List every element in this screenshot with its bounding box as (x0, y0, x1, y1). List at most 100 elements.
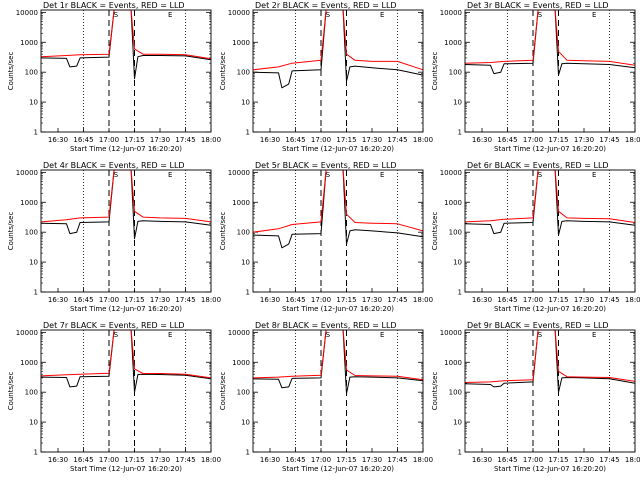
plot-frame (40, 169, 212, 293)
end-marker-label: E (380, 331, 384, 339)
panel-title: Det 9r BLACK = Events, RED = LLD (467, 321, 609, 330)
x-tick-label: 17:30 (362, 136, 382, 144)
y-tick-label: 10000 (440, 9, 462, 17)
x-tick-label: 17:30 (362, 456, 382, 464)
y-tick-label: 1 (458, 289, 462, 297)
y-tick-label: 1000 (444, 39, 462, 47)
end-marker-label: E (380, 11, 384, 19)
x-tick-label: 16:45 (73, 456, 93, 464)
y-tick-label: 100 (449, 69, 462, 77)
x-tick-label: 17:00 (523, 456, 543, 464)
x-tick-label: 17:45 (387, 136, 407, 144)
x-tick-label: 17:45 (599, 456, 619, 464)
x-tick-label: 17:15 (336, 136, 356, 144)
y-tick-label: 100 (25, 229, 38, 237)
y-tick-label: 100 (449, 389, 462, 397)
x-tick-label: 16:45 (497, 456, 517, 464)
x-tick-label: 16:45 (285, 456, 305, 464)
x-tick-label: 17:45 (387, 296, 407, 304)
y-tick-label: 1 (458, 449, 462, 457)
x-tick-label: 16:45 (73, 136, 93, 144)
x-tick-label: 17:30 (574, 456, 594, 464)
start-marker-label: S (538, 171, 543, 179)
x-tick-label: 17:15 (336, 456, 356, 464)
end-marker-label: E (592, 171, 596, 179)
x-tick-label: 17:15 (124, 296, 144, 304)
x-tick-label: 17:30 (150, 296, 170, 304)
start-marker-label: S (326, 331, 331, 339)
x-tick-label: 16:30 (472, 136, 492, 144)
y-axis-label: Counts/sec (431, 52, 439, 91)
y-tick-label: 10 (29, 419, 38, 427)
x-tick-label: 16:30 (260, 136, 280, 144)
x-tick-label: 16:30 (472, 456, 492, 464)
x-axis-label: Start Time (12-Jun-07 16:20:20) (494, 305, 606, 313)
x-axis-label: Start Time (12-Jun-07 16:20:20) (70, 305, 182, 313)
x-tick-label: 18:00 (201, 136, 221, 144)
x-tick-label: 17:15 (548, 136, 568, 144)
y-tick-label: 10000 (440, 169, 462, 177)
plot-frame (40, 329, 212, 453)
y-tick-label: 1 (246, 449, 250, 457)
x-tick-label: 17:30 (362, 296, 382, 304)
detector-panel: Det 9r BLACK = Events, RED = LLD 1 10 100 10… (431, 321, 640, 473)
y-tick-label: 10 (453, 259, 462, 267)
x-tick-label: 17:45 (175, 296, 195, 304)
lld-series-line (40, 329, 212, 379)
detector-panel: Det 5r BLACK = Events, RED = LLD 1 10 100 10… (219, 161, 433, 313)
x-tick-label: 16:30 (260, 296, 280, 304)
y-tick-label: 1 (34, 449, 38, 457)
x-tick-label: 16:30 (48, 456, 68, 464)
y-tick-label: 10000 (440, 329, 462, 337)
lld-series-line (40, 169, 212, 223)
x-tick-label: 17:45 (175, 456, 195, 464)
x-tick-label: 16:30 (48, 296, 68, 304)
x-tick-label: 17:15 (336, 296, 356, 304)
y-tick-label: 10000 (228, 329, 250, 337)
panel-title: Det 3r BLACK = Events, RED = LLD (467, 1, 609, 10)
end-marker-label: E (592, 331, 596, 339)
lld-series-line (252, 9, 424, 71)
y-axis-label: Counts/sec (219, 372, 227, 411)
panel-title: Det 1r BLACK = Events, RED = LLD (43, 1, 185, 10)
x-axis-label: Start Time (12-Jun-07 16:20:20) (282, 145, 394, 153)
x-axis-label: Start Time (12-Jun-07 16:20:20) (494, 145, 606, 153)
detector-panel: Det 7r BLACK = Events, RED = LLD 1 10 100 10… (7, 321, 221, 473)
x-tick-label: 18:00 (201, 296, 221, 304)
y-tick-label: 1000 (232, 199, 250, 207)
x-tick-label: 16:30 (472, 296, 492, 304)
x-tick-label: 18:00 (625, 136, 640, 144)
end-marker-label: E (168, 171, 172, 179)
x-tick-label: 17:30 (574, 136, 594, 144)
y-tick-label: 10000 (16, 329, 38, 337)
y-tick-label: 1000 (444, 359, 462, 367)
lld-series-line (464, 329, 636, 383)
y-tick-label: 10000 (228, 9, 250, 17)
y-tick-label: 1000 (232, 39, 250, 47)
detector-panel: Det 1r BLACK = Events, RED = LLD 1 10 100 10… (7, 1, 221, 153)
start-marker-label: S (114, 11, 119, 19)
x-tick-label: 16:30 (48, 136, 68, 144)
x-tick-label: 18:00 (413, 296, 433, 304)
y-tick-label: 10000 (228, 169, 250, 177)
plot-frame (40, 9, 212, 133)
x-axis-label: Start Time (12-Jun-07 16:20:20) (494, 465, 606, 473)
start-marker-label: S (114, 171, 119, 179)
x-tick-label: 17:00 (99, 456, 119, 464)
y-tick-label: 100 (449, 229, 462, 237)
x-tick-label: 18:00 (413, 136, 433, 144)
y-tick-label: 1000 (232, 359, 250, 367)
y-tick-label: 1 (34, 129, 38, 137)
x-tick-label: 16:45 (285, 296, 305, 304)
x-tick-label: 16:30 (260, 456, 280, 464)
x-tick-label: 17:30 (574, 296, 594, 304)
start-marker-label: S (326, 171, 331, 179)
x-tick-label: 17:00 (99, 296, 119, 304)
x-tick-label: 18:00 (625, 456, 640, 464)
y-tick-label: 1 (246, 289, 250, 297)
y-axis-label: Counts/sec (219, 212, 227, 251)
y-tick-label: 10 (453, 99, 462, 107)
y-tick-label: 100 (237, 69, 250, 77)
y-tick-label: 10 (241, 419, 250, 427)
